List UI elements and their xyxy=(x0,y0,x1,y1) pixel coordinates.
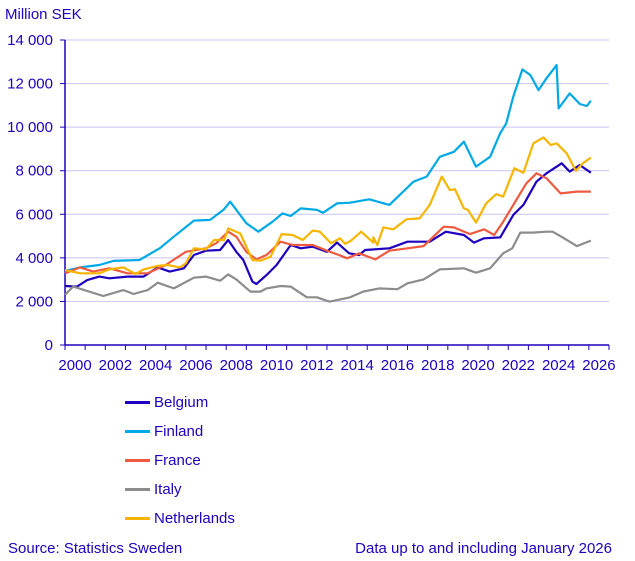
x-tick-label: 2014 xyxy=(340,357,373,374)
x-tick-label: 2010 xyxy=(260,357,293,374)
series-line-netherlands xyxy=(64,136,592,276)
legend-item-france[interactable]: France xyxy=(125,446,235,475)
x-tick-label: 2022 xyxy=(502,357,535,374)
legend-label: Belgium xyxy=(154,394,209,411)
x-tick-label: 2018 xyxy=(421,357,454,374)
y-tick-label: 12 000 xyxy=(7,76,53,93)
y-tick-label: 0 xyxy=(45,337,53,354)
legend-swatch xyxy=(125,459,150,462)
legend-swatch xyxy=(125,488,150,491)
legend-item-belgium[interactable]: Belgium xyxy=(125,388,235,417)
legend-label: Italy xyxy=(154,481,182,498)
line-chart: 0 2 000 4 000 6 000 8 000 10 000 12 000 14 000 2… xyxy=(7,32,616,374)
y-tick-label: 8 000 xyxy=(15,163,53,180)
y-tick-label: 10 000 xyxy=(7,119,53,136)
x-tick-label: 2026 xyxy=(582,357,615,374)
series-line-finland xyxy=(64,63,592,272)
legend-item-netherlands[interactable]: Netherlands xyxy=(125,504,235,533)
legend: Belgium Finland France Italy Netherlands xyxy=(125,388,235,533)
legend-swatch xyxy=(125,430,150,433)
y-tick-label: 2 000 xyxy=(15,293,53,310)
y-tick-label: 6 000 xyxy=(15,206,53,223)
x-tick-label: 2020 xyxy=(461,357,494,374)
y-axis-title: Million SEK xyxy=(5,6,82,23)
x-tick-label: 2002 xyxy=(99,357,132,374)
series-line-italy xyxy=(64,230,592,303)
legend-label: France xyxy=(154,452,201,469)
x-tick-label: 2006 xyxy=(179,357,212,374)
legend-item-italy[interactable]: Italy xyxy=(125,475,235,504)
x-tick-label: 2008 xyxy=(220,357,253,374)
legend-label: Netherlands xyxy=(154,510,235,527)
x-tick-label: 2012 xyxy=(300,357,333,374)
y-tick-label: 4 000 xyxy=(15,250,53,267)
series-line-france xyxy=(64,172,591,275)
x-tick-label: 2000 xyxy=(58,357,91,374)
source-note: Source: Statistics Sweden xyxy=(8,540,183,557)
legend-swatch xyxy=(125,401,150,404)
data-period-note: Data up to and including January 2026 xyxy=(355,540,612,557)
x-tick-label: 2004 xyxy=(139,357,172,374)
legend-swatch xyxy=(125,517,150,520)
legend-label: Finland xyxy=(154,423,204,440)
x-tick-label: 2016 xyxy=(381,357,414,374)
series-line-belgium xyxy=(64,162,592,288)
y-tick-label: 14 000 xyxy=(7,32,53,49)
legend-item-finland[interactable]: Finland xyxy=(125,417,235,446)
x-tick-label: 2024 xyxy=(542,357,575,374)
